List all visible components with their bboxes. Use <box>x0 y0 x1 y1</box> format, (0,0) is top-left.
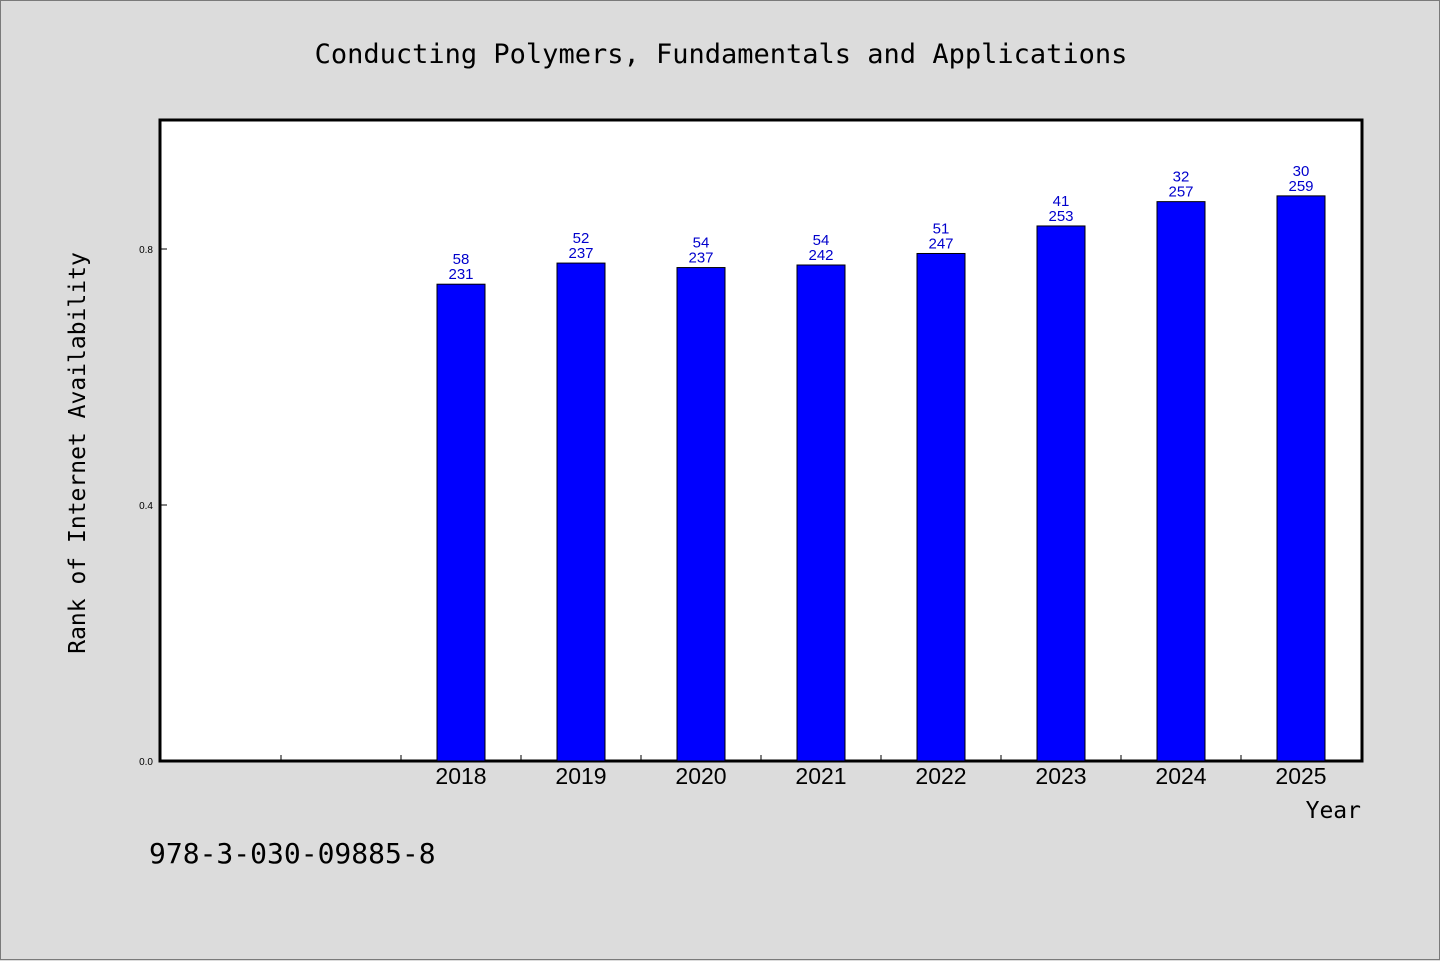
bar <box>1156 201 1206 762</box>
bar-data-label: 259 <box>1288 178 1313 195</box>
bar-data-label: 30 <box>1293 163 1310 180</box>
y-tick-label: 0.0 <box>139 757 153 768</box>
bars-group <box>436 195 1326 762</box>
bar-data-label: 231 <box>448 266 473 283</box>
bar-data-label: 54 <box>813 232 830 249</box>
bar-data-label: 51 <box>933 220 950 237</box>
bar-data-label: 41 <box>1053 193 1070 210</box>
x-tick-label: 2021 <box>795 763 846 789</box>
bar <box>436 283 486 762</box>
bar-data-label: 237 <box>568 245 593 262</box>
x-tick-label: 2020 <box>675 763 726 789</box>
axis-ticks: 0.0 0.4 0.8 <box>139 245 1242 768</box>
x-tick-label: 2024 <box>1155 763 1206 789</box>
bar <box>556 262 606 762</box>
x-tick-label: 2023 <box>1035 763 1086 789</box>
bar-data-label: 237 <box>688 250 713 267</box>
bar-data-label: 242 <box>808 247 833 264</box>
x-tick-label: 2018 <box>435 763 486 789</box>
bar <box>1276 195 1326 762</box>
bar <box>796 264 846 762</box>
x-tick-label: 2025 <box>1275 763 1326 789</box>
bar-data-label: 247 <box>928 235 953 252</box>
data-labels: 2018231582019237522020237542021242542022… <box>435 163 1326 789</box>
bar-data-label: 257 <box>1168 184 1193 201</box>
y-tick-label: 0.8 <box>139 245 153 256</box>
bar-data-label: 54 <box>693 235 710 252</box>
bar-data-label: 32 <box>1173 169 1190 186</box>
x-axis-label: Year <box>1306 798 1361 824</box>
x-tick-label: 2022 <box>915 763 966 789</box>
isbn-text: 978-3-030-09885-8 <box>149 837 436 870</box>
bar <box>916 252 966 762</box>
chart-title: Conducting Polymers, Fundamentals and Ap… <box>315 39 1128 70</box>
y-axis-label: Rank of Internet Availability <box>65 252 91 654</box>
bar <box>676 267 726 762</box>
x-tick-label: 2019 <box>555 763 606 789</box>
bar-data-label: 58 <box>453 251 470 268</box>
bar <box>1036 225 1086 762</box>
bar-data-label: 253 <box>1048 208 1073 225</box>
bar-data-label: 52 <box>573 230 590 247</box>
y-tick-label: 0.4 <box>139 501 153 512</box>
